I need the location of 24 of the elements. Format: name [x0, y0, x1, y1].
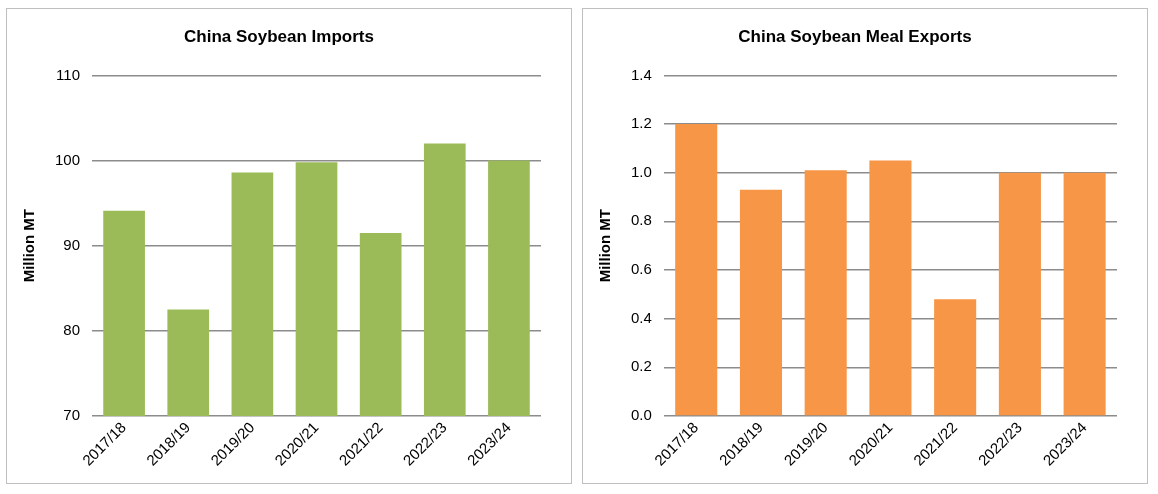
- chart-title: China Soybean Meal Exports: [738, 26, 972, 46]
- y-axis-title: Million MT: [20, 209, 38, 283]
- y-tick-label: 0.6: [630, 260, 652, 278]
- bar: [934, 299, 977, 416]
- y-tick-label: 1.4: [630, 65, 652, 83]
- bar: [675, 124, 718, 416]
- bar: [739, 189, 782, 416]
- y-tick-label: 1.0: [630, 162, 652, 180]
- y-tick-label: 0.8: [630, 211, 652, 229]
- bar: [1063, 172, 1106, 416]
- bar: [869, 160, 912, 416]
- y-tick-label: 0.2: [630, 357, 652, 375]
- y-axis-title: Million MT: [596, 209, 614, 283]
- y-tick-label: 100: [55, 150, 81, 168]
- y-tick-label: 90: [63, 235, 81, 253]
- y-tick-label: 0.0: [630, 406, 652, 424]
- y-tick-label: 110: [56, 65, 81, 83]
- y-tick-label: 0.4: [630, 308, 652, 326]
- y-tick-label: 80: [63, 320, 81, 338]
- y-tick-label: 70: [63, 406, 81, 424]
- bar: [998, 172, 1041, 416]
- bar: [804, 170, 847, 416]
- y-tick-label: 1.2: [630, 114, 652, 132]
- chart-title: China Soybean Imports: [184, 26, 374, 46]
